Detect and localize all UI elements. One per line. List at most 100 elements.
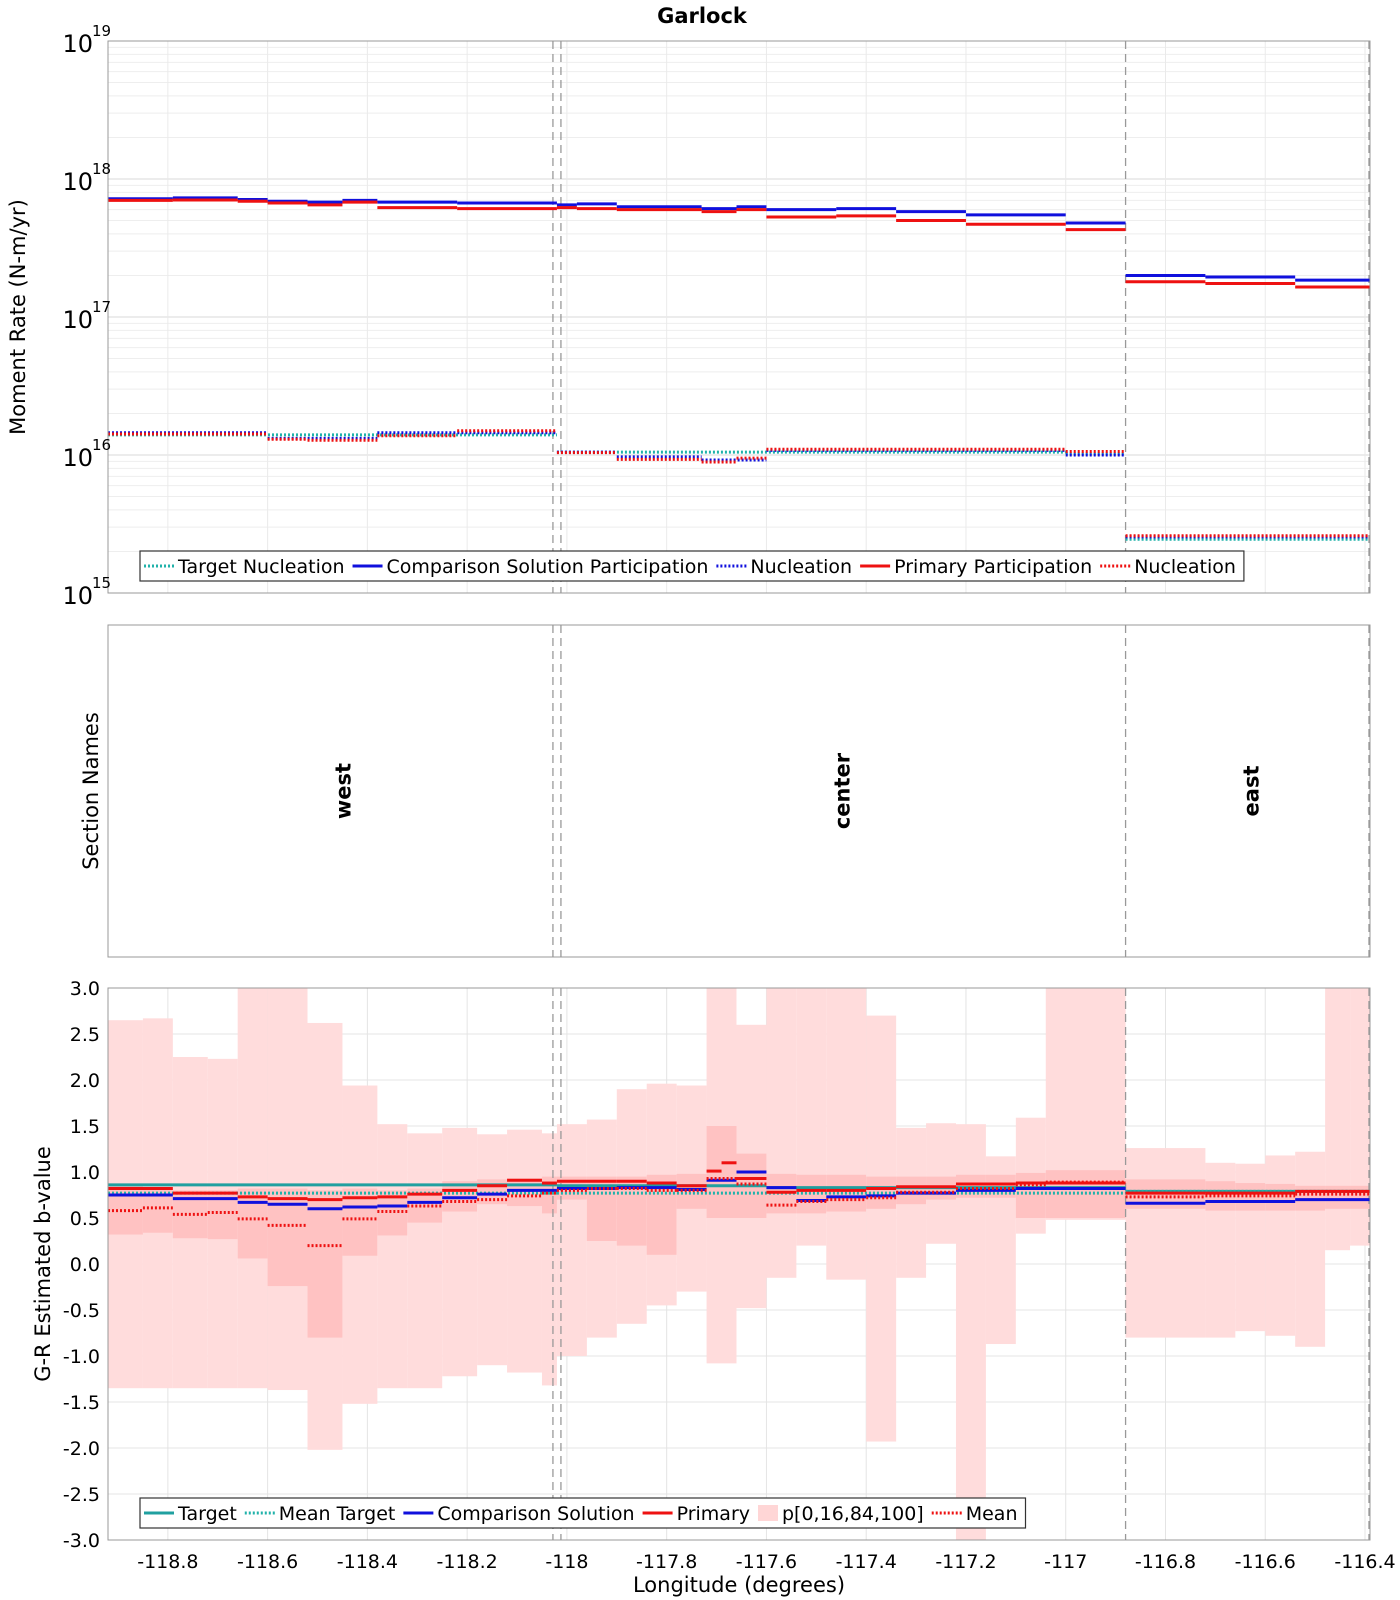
legend-label: Primary (677, 1503, 750, 1525)
percentile-range-0-100 (407, 1133, 443, 1389)
x-tick-label: -117 (1044, 1551, 1087, 1573)
middle-panel: west center east Section Names (79, 624, 1371, 958)
bottom-section-boundaries (552, 988, 1370, 1540)
percentile-range-0-100 (826, 988, 867, 1280)
percentile-range-0-100 (1350, 988, 1370, 1246)
y-tick-label-base: 10 (62, 582, 93, 610)
middle-plot-frame (107, 624, 1371, 958)
y-tick-label: 1.0 (70, 1162, 100, 1184)
y-tick-label: -0.5 (63, 1300, 100, 1322)
section-label: west (331, 763, 355, 819)
top-gridlines (108, 41, 1370, 594)
percentile-range-16-84 (342, 1188, 378, 1256)
legend-label: Mean Target (279, 1503, 396, 1525)
y-tick-label: -2.0 (63, 1438, 100, 1460)
bottom-legend: Target Mean Target Comparison Solution Prim… (139, 1497, 1027, 1529)
x-tick-label: -116.4 (1334, 1551, 1395, 1573)
top-section-boundaries (552, 41, 1370, 593)
x-axis-label: Longitude (degrees) (633, 1573, 845, 1597)
y-tick-label: 2.0 (70, 1070, 100, 1092)
x-tick-label: -118.6 (237, 1551, 298, 1573)
legend-label: p[0,16,84,100] (782, 1503, 924, 1525)
section-label: center (830, 752, 854, 829)
percentile-range-0-100 (477, 1134, 508, 1366)
percentile-range-0-100 (1125, 1148, 1206, 1338)
legend-label: Comparison Solution Participation (387, 556, 709, 578)
x-tick-label: -118.4 (337, 1551, 398, 1573)
y-tick-label-exponent: 18 (92, 160, 111, 178)
y-tick-label-exponent: 15 (92, 574, 111, 592)
y-tick-label: 0.0 (70, 1254, 100, 1276)
legend-label: Target (177, 1503, 237, 1525)
x-tick-label: -117.2 (935, 1551, 996, 1573)
percentile-range-0-100 (237, 988, 268, 1389)
x-tick-label: -117.6 (736, 1551, 797, 1573)
y-tick-label-exponent: 19 (92, 22, 111, 40)
legend-label: Mean (966, 1503, 1018, 1525)
legend-label: Target Nucleation (177, 556, 345, 578)
top-series (108, 196, 1370, 541)
y-tick-label: -1.0 (63, 1346, 100, 1368)
y-tick-label-base: 10 (62, 306, 93, 334)
chart-title: Garlock (657, 4, 748, 28)
y-tick-label-exponent: 17 (92, 298, 111, 316)
legend-frame (139, 1497, 1027, 1529)
percentile-bands (108, 988, 1370, 1540)
legend-label: Nucleation (1134, 556, 1236, 578)
section-labels: west center east (331, 752, 1263, 829)
legend-label: Nucleation (750, 556, 852, 578)
y-tick-label: -1.5 (63, 1392, 100, 1414)
x-tick-label: -116.8 (1135, 1551, 1196, 1573)
percentile-range-16-84 (896, 1176, 927, 1205)
x-tick-label: -117.8 (636, 1551, 697, 1573)
middle-y-axis-label: Section Names (79, 712, 103, 870)
legend-label: Primary Participation (894, 556, 1092, 578)
x-tick-label: -118.8 (137, 1551, 198, 1573)
y-tick-label-base: 10 (62, 444, 93, 472)
top-plot-frame (107, 40, 1371, 594)
x-tick-label: -117.4 (836, 1551, 897, 1573)
bottom-panel: -3.0 -2.5 -2.0 -1.5 -1.0 -0.5 0.0 0.5 1.0 1.5 2.0 2… (31, 978, 1396, 1597)
bottom-x-ticks: -118.8 -118.6 -118.4 -118.2 -118 -117.8 -117.6… (137, 1551, 1395, 1573)
legend-frame (139, 550, 1245, 582)
percentile-range-16-84 (1015, 1172, 1046, 1218)
bottom-y-ticks: -3.0 -2.5 -2.0 -1.5 -1.0 -0.5 0.0 0.5 1.0 1.5 2.0 2… (63, 978, 100, 1552)
percentile-range-0-100 (1325, 988, 1351, 1251)
bottom-plot-frame (107, 987, 1371, 1541)
y-tick-label-base: 10 (62, 30, 93, 58)
y-tick-label: 1.5 (70, 1116, 100, 1138)
y-tick-label: -3.0 (63, 1530, 100, 1552)
percentile-range-0-100 (541, 1133, 557, 1386)
percentile-range-0-100 (507, 1129, 542, 1373)
percentile-range-0-100 (1295, 1151, 1326, 1347)
percentile-range-0-100 (1265, 1155, 1296, 1336)
section-label: east (1239, 766, 1263, 817)
y-tick-label: 0.5 (70, 1208, 100, 1230)
y-tick-label: 3.0 (70, 978, 100, 1000)
x-tick-label: -116.6 (1235, 1551, 1296, 1573)
y-tick-label: 2.5 (70, 1024, 100, 1046)
percentile-range-16-84 (1350, 1185, 1370, 1209)
percentile-range-16-84 (237, 1188, 268, 1259)
bottom-y-axis-label: G-R Estimated b-value (31, 1146, 55, 1382)
x-tick-label: -118 (545, 1551, 588, 1573)
legend-label: Comparison Solution (437, 1503, 634, 1525)
percentile-range-0-100 (442, 1127, 478, 1377)
top-legend: Target Nucleation Comparison Solution Par… (139, 550, 1245, 582)
percentile-range-16-84 (307, 1190, 343, 1338)
top-y-axis-label: Moment Rate (N-m/yr) (6, 199, 30, 435)
percentile-range-0-100 (766, 988, 797, 1278)
percentile-range-16-84 (1325, 1185, 1351, 1209)
percentile-range-0-100 (377, 1124, 408, 1389)
percentile-range-0-100 (866, 1015, 897, 1442)
bottom-series (108, 1161, 1370, 1248)
legend-swatch (758, 1505, 778, 1521)
y-tick-label-base: 10 (62, 168, 93, 196)
y-tick-label-exponent: 16 (92, 436, 111, 454)
middle-section-boundaries (552, 625, 1370, 957)
x-tick-label: -118.2 (437, 1551, 498, 1573)
percentile-range-0-100 (556, 1124, 587, 1356)
